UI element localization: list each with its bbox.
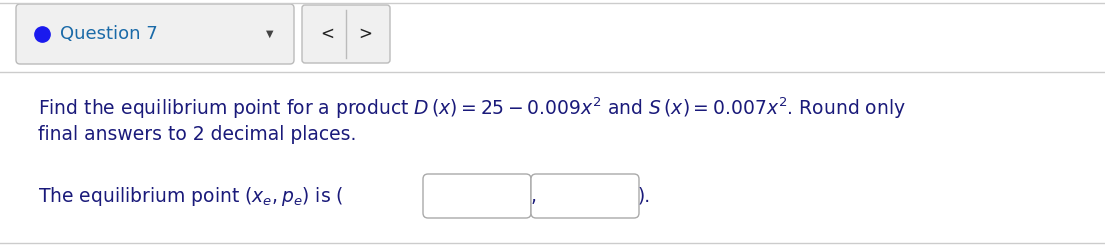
FancyBboxPatch shape [423, 174, 532, 218]
FancyBboxPatch shape [532, 174, 639, 218]
Text: Find the equilibrium point for a product $D\,(x) = 25 - 0.009x^2$ and $S\,(x) = : Find the equilibrium point for a product… [38, 95, 906, 121]
Text: >: > [358, 25, 372, 43]
Text: final answers to 2 decimal places.: final answers to 2 decimal places. [38, 125, 357, 144]
Text: ,: , [530, 186, 536, 205]
Text: ).: ). [638, 186, 651, 205]
Text: The equilibrium point $(x_e, p_e)$ is (: The equilibrium point $(x_e, p_e)$ is ( [38, 184, 344, 207]
Text: Question 7: Question 7 [60, 25, 158, 43]
Text: <: < [320, 25, 334, 43]
FancyBboxPatch shape [15, 4, 294, 64]
Text: ▼: ▼ [266, 29, 274, 39]
FancyBboxPatch shape [302, 5, 390, 63]
